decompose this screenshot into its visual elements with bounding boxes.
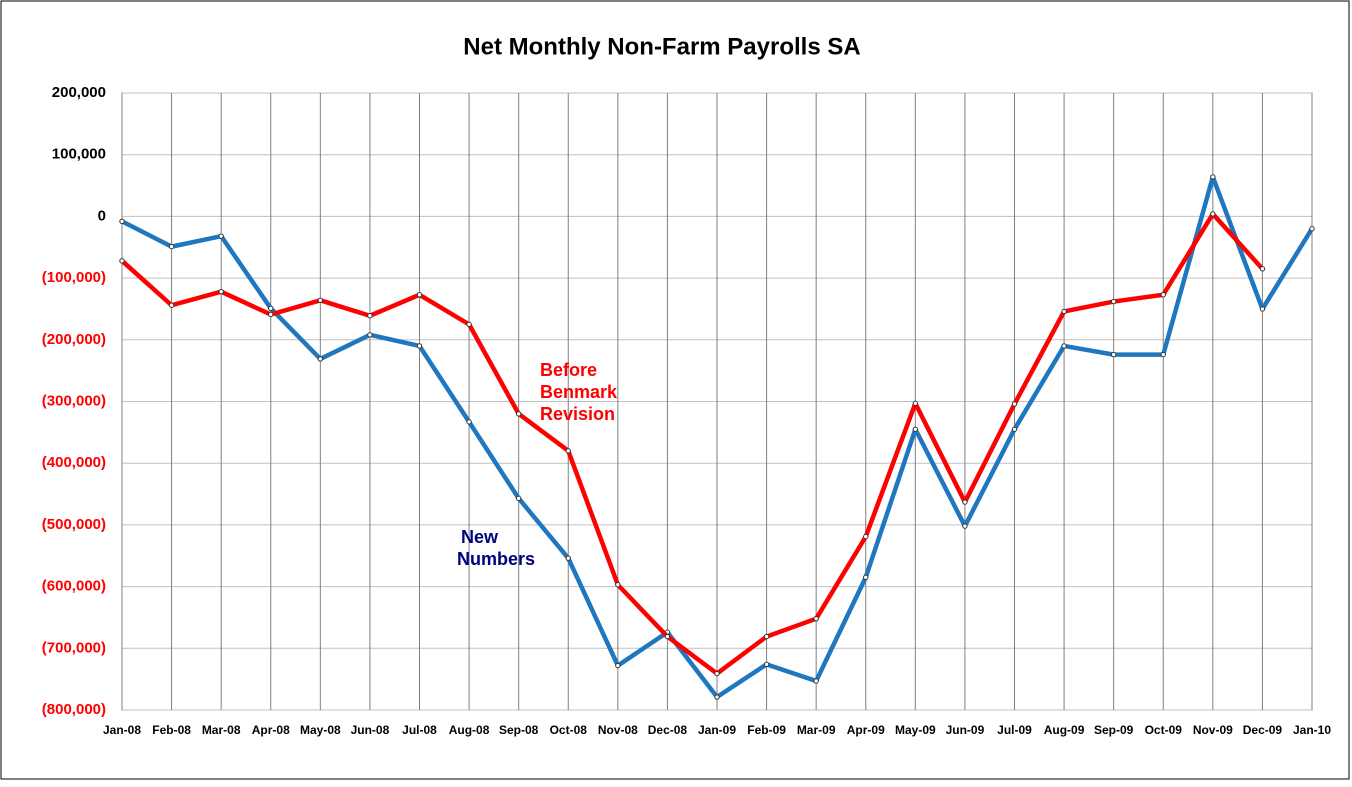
point-marker xyxy=(714,694,720,700)
point-marker xyxy=(367,332,373,338)
point-marker xyxy=(962,499,968,505)
y-tick-label: 200,000 xyxy=(52,84,106,101)
x-tick-label: Apr-09 xyxy=(847,723,885,737)
x-tick-label: Feb-09 xyxy=(747,723,786,737)
x-tick-label: Jun-08 xyxy=(351,723,390,737)
x-tick-label: Dec-09 xyxy=(1243,723,1283,737)
annotation: Revision xyxy=(540,404,615,424)
point-marker xyxy=(268,305,274,312)
point-marker xyxy=(416,292,423,298)
point-marker xyxy=(1160,351,1166,358)
y-tick-label: (100,000) xyxy=(42,269,106,286)
point-marker xyxy=(813,678,819,684)
x-tick-label: May-09 xyxy=(895,723,936,737)
point-marker xyxy=(615,582,621,588)
point-marker xyxy=(168,243,175,250)
point-marker xyxy=(367,313,373,319)
y-tick-label: (300,000) xyxy=(42,392,106,409)
point-marker xyxy=(168,302,175,308)
point-marker xyxy=(466,321,472,328)
x-tick-label: Oct-09 xyxy=(1145,723,1183,737)
y-tick-label: (800,000) xyxy=(42,701,106,718)
x-tick-label: Dec-08 xyxy=(648,723,688,737)
x-tick-label: Aug-08 xyxy=(449,723,490,737)
point-marker xyxy=(863,533,869,540)
x-tick-label: Jul-08 xyxy=(402,723,437,737)
point-marker xyxy=(1110,298,1117,305)
point-marker xyxy=(1110,351,1117,358)
point-marker xyxy=(565,448,571,454)
x-tick-label: Apr-08 xyxy=(252,723,290,737)
point-marker xyxy=(1061,343,1067,349)
chart-title: Net Monthly Non-Farm Payrolls SA xyxy=(463,33,860,60)
y-tick-label: (500,000) xyxy=(42,516,106,533)
point-marker xyxy=(416,343,423,349)
point-marker xyxy=(1210,211,1216,217)
point-marker xyxy=(268,311,274,318)
annotation: Numbers xyxy=(457,549,535,569)
x-tick-label: Nov-09 xyxy=(1193,723,1233,737)
point-marker xyxy=(813,615,819,622)
x-tick-label: Mar-08 xyxy=(202,723,241,737)
x-tick-label: Jan-08 xyxy=(103,723,141,737)
annotation: New xyxy=(461,527,499,547)
x-tick-label: Jul-09 xyxy=(997,723,1032,737)
point-marker xyxy=(615,662,621,669)
x-tick-label: Feb-08 xyxy=(152,723,191,737)
x-tick-label: Sep-08 xyxy=(499,723,539,737)
y-tick-label: 100,000 xyxy=(52,146,106,163)
point-marker xyxy=(763,661,770,668)
y-tick-label: 0 xyxy=(98,207,106,224)
point-marker xyxy=(1011,401,1018,407)
point-marker xyxy=(962,523,968,529)
point-marker xyxy=(515,411,522,417)
x-tick-label: Jan-10 xyxy=(1293,723,1331,737)
y-tick-label: (600,000) xyxy=(42,578,106,595)
point-marker xyxy=(664,633,671,640)
x-tick-label: Jun-09 xyxy=(946,723,985,737)
point-marker xyxy=(218,288,224,295)
point-marker xyxy=(912,400,919,407)
y-tick-label: (700,000) xyxy=(42,639,106,656)
point-marker xyxy=(1011,426,1018,432)
point-marker xyxy=(1259,266,1266,272)
point-marker xyxy=(317,297,324,304)
point-marker xyxy=(1309,226,1315,232)
y-tick-label: (400,000) xyxy=(42,454,106,471)
point-marker xyxy=(317,356,324,362)
point-marker xyxy=(1259,306,1266,312)
point-marker xyxy=(466,419,472,425)
point-marker xyxy=(1210,174,1216,180)
point-marker xyxy=(763,633,770,640)
x-tick-label: May-08 xyxy=(300,723,341,737)
x-tick-label: Sep-09 xyxy=(1094,723,1134,737)
annotation: Benmark xyxy=(540,382,618,402)
point-marker xyxy=(565,555,571,561)
point-marker xyxy=(1061,308,1067,315)
y-tick-label: (200,000) xyxy=(42,331,106,348)
annotation: Before xyxy=(540,360,597,380)
x-tick-label: Aug-09 xyxy=(1044,723,1085,737)
point-marker xyxy=(912,426,919,432)
point-marker xyxy=(863,574,869,581)
x-tick-label: Oct-08 xyxy=(550,723,588,737)
series-line xyxy=(120,211,1265,676)
x-tick-label: Nov-08 xyxy=(598,723,638,737)
point-marker xyxy=(1160,292,1166,298)
x-tick-label: Jan-09 xyxy=(698,723,736,737)
point-marker xyxy=(714,670,720,677)
point-marker xyxy=(119,258,125,264)
point-marker xyxy=(119,218,125,225)
point-marker xyxy=(515,495,522,502)
point-marker xyxy=(218,233,224,239)
x-tick-label: Mar-09 xyxy=(797,723,836,737)
